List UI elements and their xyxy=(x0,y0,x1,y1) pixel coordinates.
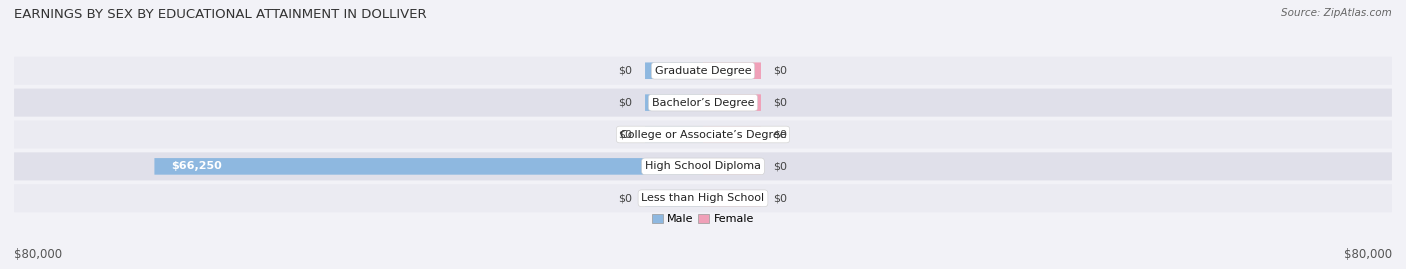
FancyBboxPatch shape xyxy=(645,62,703,79)
Text: $0: $0 xyxy=(773,129,787,140)
Text: $0: $0 xyxy=(619,66,633,76)
Text: $66,250: $66,250 xyxy=(172,161,222,171)
Text: $0: $0 xyxy=(773,98,787,108)
Text: Less than High School: Less than High School xyxy=(641,193,765,203)
Text: Bachelor’s Degree: Bachelor’s Degree xyxy=(652,98,754,108)
Legend: Male, Female: Male, Female xyxy=(647,210,759,229)
FancyBboxPatch shape xyxy=(703,94,761,111)
Text: $0: $0 xyxy=(619,129,633,140)
Text: $80,000: $80,000 xyxy=(1344,248,1392,261)
Text: Graduate Degree: Graduate Degree xyxy=(655,66,751,76)
Text: College or Associate’s Degree: College or Associate’s Degree xyxy=(620,129,786,140)
FancyBboxPatch shape xyxy=(703,158,761,175)
FancyBboxPatch shape xyxy=(703,190,761,207)
FancyBboxPatch shape xyxy=(703,126,761,143)
Text: $0: $0 xyxy=(773,193,787,203)
Text: $0: $0 xyxy=(773,161,787,171)
FancyBboxPatch shape xyxy=(14,152,1392,180)
FancyBboxPatch shape xyxy=(14,184,1392,212)
FancyBboxPatch shape xyxy=(155,158,703,175)
Text: $0: $0 xyxy=(619,193,633,203)
Text: High School Diploma: High School Diploma xyxy=(645,161,761,171)
Text: $0: $0 xyxy=(773,66,787,76)
Text: EARNINGS BY SEX BY EDUCATIONAL ATTAINMENT IN DOLLIVER: EARNINGS BY SEX BY EDUCATIONAL ATTAINMEN… xyxy=(14,8,426,21)
FancyBboxPatch shape xyxy=(14,121,1392,148)
Text: Source: ZipAtlas.com: Source: ZipAtlas.com xyxy=(1281,8,1392,18)
FancyBboxPatch shape xyxy=(645,94,703,111)
FancyBboxPatch shape xyxy=(645,126,703,143)
FancyBboxPatch shape xyxy=(14,57,1392,85)
Text: $80,000: $80,000 xyxy=(14,248,62,261)
Text: $0: $0 xyxy=(619,98,633,108)
FancyBboxPatch shape xyxy=(703,62,761,79)
FancyBboxPatch shape xyxy=(645,190,703,207)
FancyBboxPatch shape xyxy=(14,89,1392,117)
